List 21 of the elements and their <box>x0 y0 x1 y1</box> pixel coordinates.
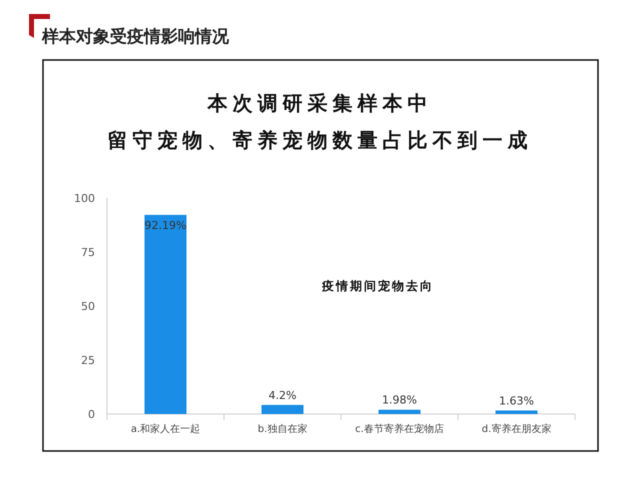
chart-subtitle: 本次调研采集样本中 <box>206 91 432 115</box>
x-tick-label: a.和家人在一起 <box>130 423 200 435</box>
annotation: 疫情期间宠物去向 <box>321 279 434 293</box>
chart-title: 样本对象受疫情影响情况 <box>41 27 230 47</box>
data-label: 1.98% <box>382 394 417 407</box>
bar <box>496 410 538 414</box>
y-tick-label: 0 <box>88 408 95 421</box>
data-label: 1.63% <box>499 394 534 408</box>
y-tick-label: 50 <box>81 300 95 313</box>
data-label: 92.19% <box>144 218 186 232</box>
y-tick-label: 25 <box>81 354 95 367</box>
y-tick-label: 75 <box>81 246 95 259</box>
bar <box>262 404 304 414</box>
bar <box>378 410 420 414</box>
x-tick-label: c.春节寄养在宠物店 <box>355 423 444 435</box>
data-label: 4.2% <box>268 388 296 402</box>
text: 留守宠物、寄养宠物数量占比不到一成 <box>108 128 532 152</box>
bar <box>144 214 186 414</box>
x-tick-label: b.独自在家 <box>258 423 308 435</box>
y-tick-label: 100 <box>74 192 95 205</box>
x-tick-label: d.寄养在朋友家 <box>482 423 552 435</box>
